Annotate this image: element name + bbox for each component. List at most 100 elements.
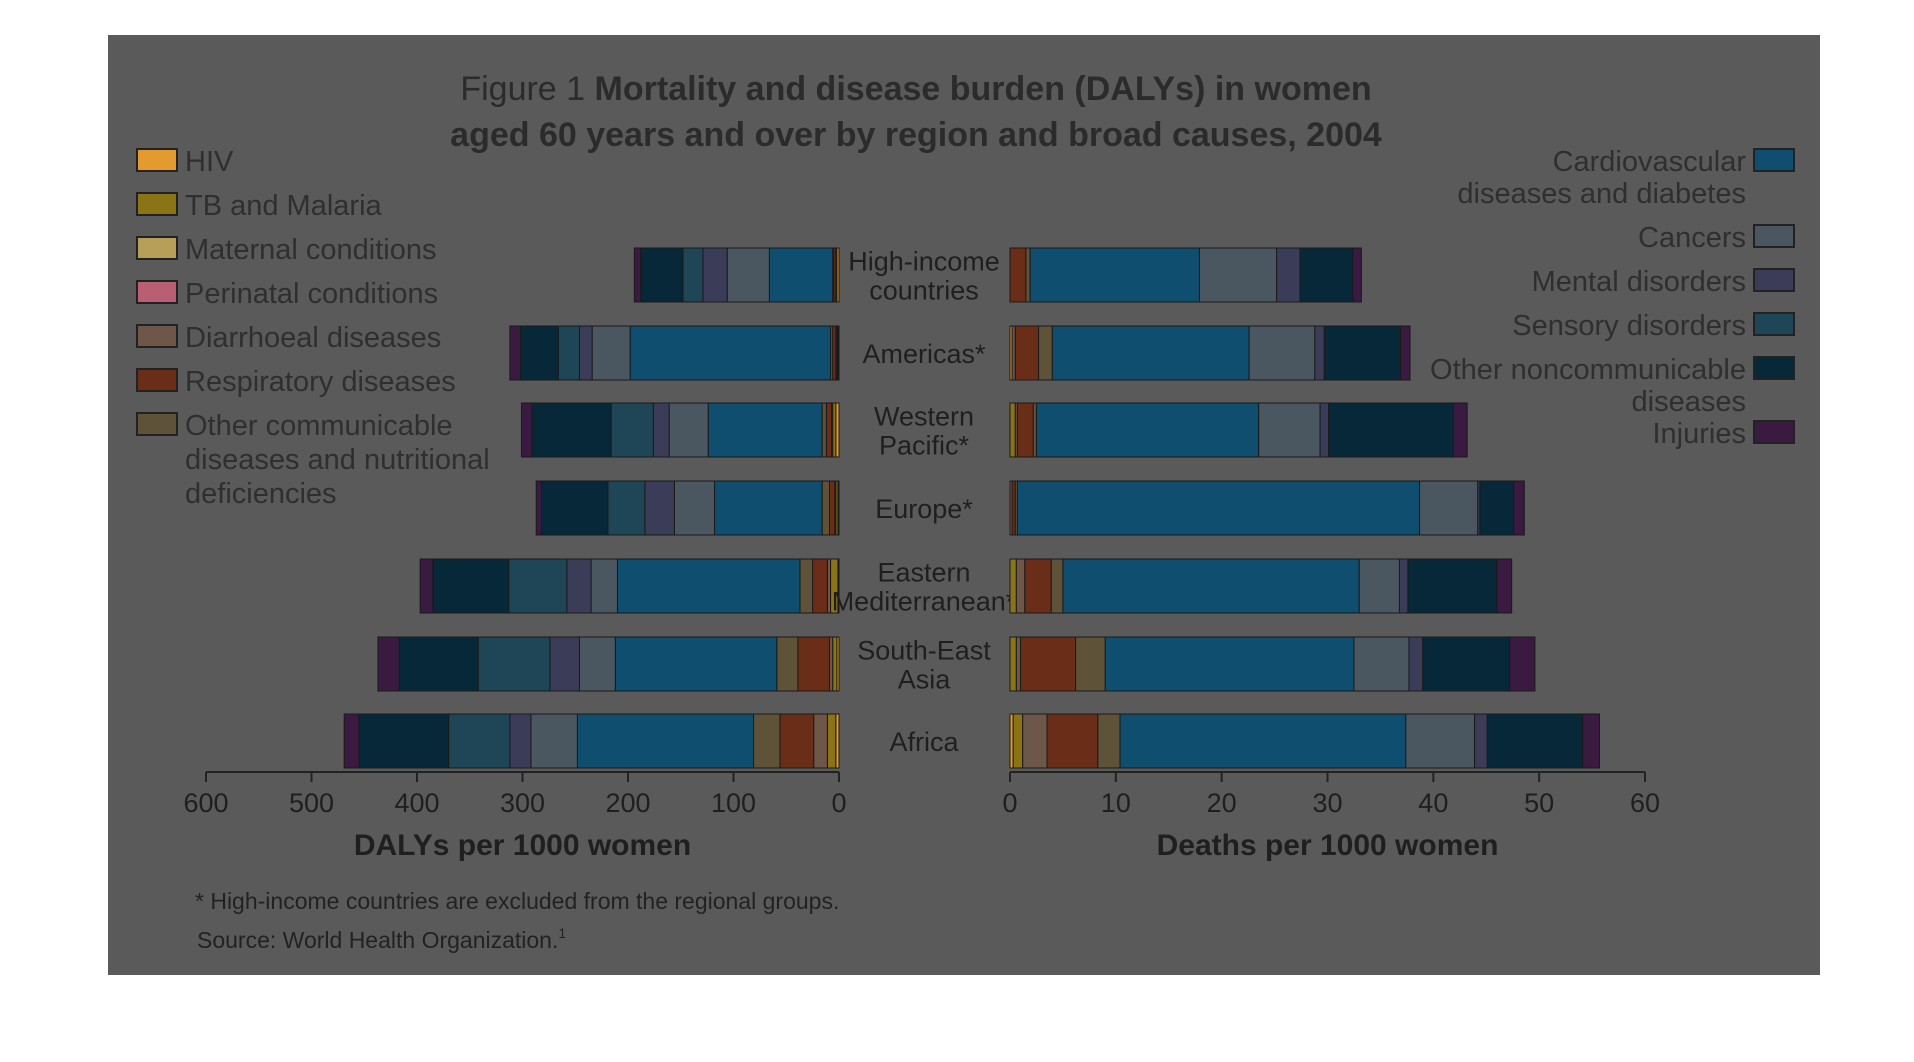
bar-segment: [1022, 713, 1048, 769]
bar-segment: [673, 480, 716, 536]
bar-segment: [1015, 558, 1026, 614]
bar-segment: [358, 713, 450, 769]
bar-segment: [726, 247, 770, 303]
source-ref: 1: [558, 925, 566, 941]
legend-label-cont: diseases and diabetes: [1457, 178, 1746, 210]
legend-label-cont: deficiencies: [185, 478, 337, 510]
bar-segment: [1474, 713, 1488, 769]
bar-segment: [644, 480, 675, 536]
x-tick-label: 60: [1630, 788, 1660, 818]
bar-segment: [477, 636, 551, 692]
legend-label: HIV: [185, 146, 234, 178]
region-label: Americas*: [862, 339, 986, 369]
bar-segment: [768, 247, 834, 303]
legend-label: Other noncommunicable: [1430, 354, 1746, 386]
bar-segment: [1509, 636, 1536, 692]
bar-segment: [519, 325, 559, 381]
source-text: Source: World Health Organization.: [197, 927, 558, 953]
region-label: Europe*: [875, 494, 973, 524]
bar-segment: [509, 713, 532, 769]
bar-segment: [1582, 713, 1600, 769]
x-tick-label: 300: [500, 788, 545, 818]
bar-segment: [1075, 636, 1106, 692]
bar-segment: [821, 402, 827, 458]
legend-swatch: [136, 368, 178, 392]
bar-segment: [797, 636, 831, 692]
bar-segment: [1323, 325, 1402, 381]
bar-segment: [682, 247, 704, 303]
x-tick-label: 600: [183, 788, 228, 818]
bar-segment: [702, 247, 728, 303]
legend-swatch: [136, 412, 178, 436]
bar-segment: [531, 402, 612, 458]
bar-segment: [1014, 325, 1040, 381]
x-tick-label: 40: [1418, 788, 1448, 818]
bar-segment: [821, 480, 831, 536]
bar-segment: [1419, 480, 1479, 536]
region-label: countries: [869, 276, 979, 306]
x-tick-label: 50: [1524, 788, 1554, 818]
bar-segment: [1024, 558, 1052, 614]
bar-segment: [825, 402, 833, 458]
legend-swatch: [1753, 312, 1795, 336]
dalys-chart: 600 500 400 300 200 100 0 DALYs per 1000 women: [183, 247, 847, 862]
legend-swatch: [136, 236, 178, 260]
region-label: Eastern: [877, 558, 970, 588]
bar-segment: [1486, 713, 1584, 769]
bar-segment: [535, 480, 542, 536]
legend-swatch: [1753, 148, 1795, 172]
x-tick-label: 0: [831, 788, 846, 818]
x-tick-label: 0: [1002, 788, 1017, 818]
region-label: Asia: [898, 665, 952, 695]
bar-segment: [549, 636, 580, 692]
legend-swatch: [1753, 420, 1795, 444]
bar-segment: [1009, 558, 1017, 614]
bar-segment: [1479, 480, 1515, 536]
legend-swatch: [1753, 224, 1795, 248]
region-label: High-income: [848, 247, 1000, 277]
bar-segment: [1405, 713, 1476, 769]
bar-segment: [1062, 558, 1360, 614]
region-label: Africa: [889, 727, 959, 757]
title-line-2: aged 60 years and over by region and bro…: [450, 116, 1382, 154]
legend-swatch: [136, 324, 178, 348]
bar-segment: [1009, 402, 1016, 458]
bar-segment: [1009, 636, 1017, 692]
x-tick-label: 500: [289, 788, 334, 818]
legend-label: Perinatal conditions: [185, 278, 438, 310]
panel-background: [108, 35, 1820, 975]
x-tick-label: 20: [1207, 788, 1237, 818]
bar-segment: [668, 402, 709, 458]
region-label: Western: [874, 402, 974, 432]
bar-segment: [1358, 558, 1400, 614]
bar-segment: [1020, 636, 1077, 692]
x-tick-label: 30: [1312, 788, 1342, 818]
x-tick-label: 400: [394, 788, 439, 818]
bar-segment: [1119, 713, 1407, 769]
bar-segment: [1029, 247, 1200, 303]
legend-label: Respiratory diseases: [185, 366, 456, 398]
bar-segment: [1012, 713, 1024, 769]
bar-segment: [1353, 636, 1410, 692]
bar-segment: [776, 636, 799, 692]
legend-swatch: [136, 148, 178, 172]
legend-label-cont: diseases and nutritional: [185, 444, 490, 476]
bar-segment: [832, 636, 838, 692]
bar-segment: [616, 558, 801, 614]
bar-segment: [829, 480, 836, 536]
bar-segment: [1276, 247, 1301, 303]
bar-segment: [578, 636, 616, 692]
region-label: Pacific*: [879, 431, 970, 461]
bar-segment: [1198, 247, 1278, 303]
legend-label: Other communicable: [185, 410, 453, 442]
bar-segment: [610, 402, 654, 458]
bar-segment: [1513, 480, 1525, 536]
bar-segment: [826, 713, 837, 769]
x-tick-label: 200: [605, 788, 650, 818]
bar-segment: [1400, 325, 1411, 381]
legend-swatch: [136, 192, 178, 216]
bar-segment: [578, 325, 593, 381]
region-label: Mediterranean*: [832, 587, 1017, 617]
